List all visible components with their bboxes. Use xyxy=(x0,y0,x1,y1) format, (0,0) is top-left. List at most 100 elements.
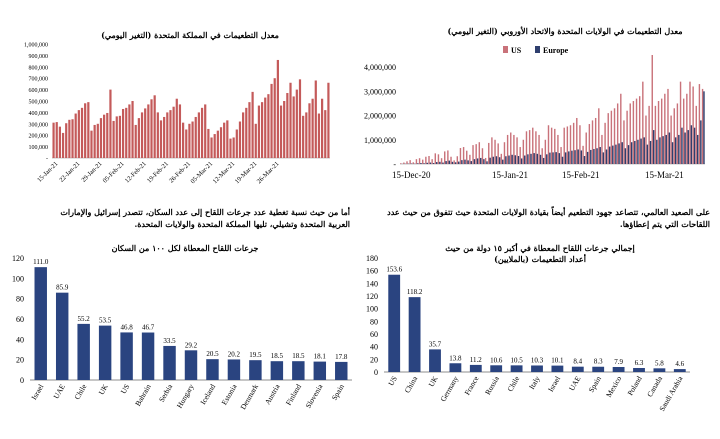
uk-bar xyxy=(298,79,302,158)
uk-bar xyxy=(257,105,261,158)
y-tick-label: 1,000,000 xyxy=(364,136,396,145)
uk-bar xyxy=(245,107,248,158)
us-bar xyxy=(516,137,518,164)
bar xyxy=(469,364,482,372)
europe-bar xyxy=(612,145,614,164)
data-label: 53.5 xyxy=(99,317,112,325)
europe-bar xyxy=(621,142,623,164)
europe-bar xyxy=(445,161,447,164)
europe-bar xyxy=(527,154,529,164)
us-bar xyxy=(403,162,405,164)
bar xyxy=(55,292,69,380)
uk-bar xyxy=(292,96,295,158)
data-label: 18.1 xyxy=(314,353,327,361)
data-label: 18.5 xyxy=(292,352,305,360)
bar xyxy=(313,361,327,380)
bar xyxy=(206,359,219,380)
y-tick-label: 100 xyxy=(12,274,24,283)
y-tick-label: 900,000 xyxy=(29,54,49,60)
europe-bar xyxy=(483,159,485,164)
us-bar xyxy=(519,147,521,164)
europe-bar xyxy=(593,148,595,164)
y-tick-label: 60 xyxy=(16,315,24,324)
europe-bar xyxy=(432,163,435,164)
us-bar xyxy=(532,127,534,164)
europe-bar xyxy=(505,156,507,164)
us-bar xyxy=(535,131,537,164)
uk-bar xyxy=(213,134,216,158)
us-bar xyxy=(440,158,443,164)
data-label: 118.2 xyxy=(407,288,423,296)
x-category-label: Mexico xyxy=(604,374,623,399)
europe-bar xyxy=(442,162,444,164)
us-bar xyxy=(682,98,685,164)
us-bar xyxy=(667,88,669,164)
bar xyxy=(292,361,305,380)
bar xyxy=(77,323,90,380)
europe-bar xyxy=(671,142,674,164)
europe-bar xyxy=(502,159,504,164)
europe-bar xyxy=(476,158,479,164)
uk-bar xyxy=(327,82,330,158)
x-category-label: Chile xyxy=(72,382,88,401)
bar xyxy=(227,359,241,380)
us-bar xyxy=(588,124,591,164)
y-tick-label: 180 xyxy=(366,254,378,263)
uk-bar xyxy=(324,110,327,158)
europe-bar xyxy=(674,137,677,164)
europe-bar xyxy=(549,152,551,164)
europe-bar xyxy=(640,138,642,164)
uk-bar xyxy=(314,80,317,158)
europe-bar xyxy=(511,154,513,164)
uk-bar xyxy=(52,122,55,158)
data-label: 8.4 xyxy=(573,358,582,366)
y-tick-label: 0 xyxy=(20,376,24,385)
uk-bar xyxy=(74,113,77,158)
uk-bar xyxy=(115,116,118,158)
europe-bar xyxy=(530,153,532,164)
us-bar xyxy=(607,113,609,164)
us-bar xyxy=(645,115,647,164)
uk-bar xyxy=(169,110,172,158)
data-label: 8.3 xyxy=(594,358,603,366)
uk-bar xyxy=(279,105,283,158)
uk-bar xyxy=(181,122,185,158)
x-category-label: Israel xyxy=(546,375,562,394)
europe-bar xyxy=(439,161,441,164)
europe-bar xyxy=(583,156,586,164)
uk-bar xyxy=(311,98,314,158)
uk-bar xyxy=(121,108,125,158)
uk-bar xyxy=(55,122,58,158)
uk-bar xyxy=(210,137,213,158)
us-bar xyxy=(604,122,606,164)
y-tick-label: 700,000 xyxy=(29,77,49,83)
us-bar xyxy=(503,142,506,164)
x-tick-label: 12-Mar-21 xyxy=(212,160,237,185)
y-tick-label: 60 xyxy=(370,330,378,339)
uk-bar xyxy=(226,120,229,158)
uk-bar xyxy=(156,112,159,158)
us-bar xyxy=(610,110,613,164)
europe-bar xyxy=(486,161,488,164)
uk-bar xyxy=(106,112,109,158)
uk-bar xyxy=(84,103,87,158)
legend-us-swatch xyxy=(503,46,508,53)
us-bar xyxy=(632,101,635,164)
uk-bar xyxy=(99,118,103,158)
bar xyxy=(551,365,564,372)
y-tick-label: - xyxy=(393,160,396,169)
us-bar xyxy=(494,139,496,164)
bar xyxy=(449,363,462,372)
uk-bar xyxy=(71,119,74,158)
europe-bar xyxy=(492,156,495,164)
us-bar xyxy=(566,126,569,164)
x-tick-label: 15-Jan-21 xyxy=(36,160,59,183)
bar xyxy=(388,274,401,372)
y-tick-label: 0 xyxy=(374,368,378,377)
uk-daily-title: معدل التطعيمات في المملكة المتحدة (التغي… xyxy=(101,30,279,40)
us-bar xyxy=(686,93,688,164)
us-bar xyxy=(475,144,477,164)
europe-bar xyxy=(627,145,630,164)
us-bar xyxy=(560,147,562,164)
uk-bar xyxy=(185,129,188,158)
